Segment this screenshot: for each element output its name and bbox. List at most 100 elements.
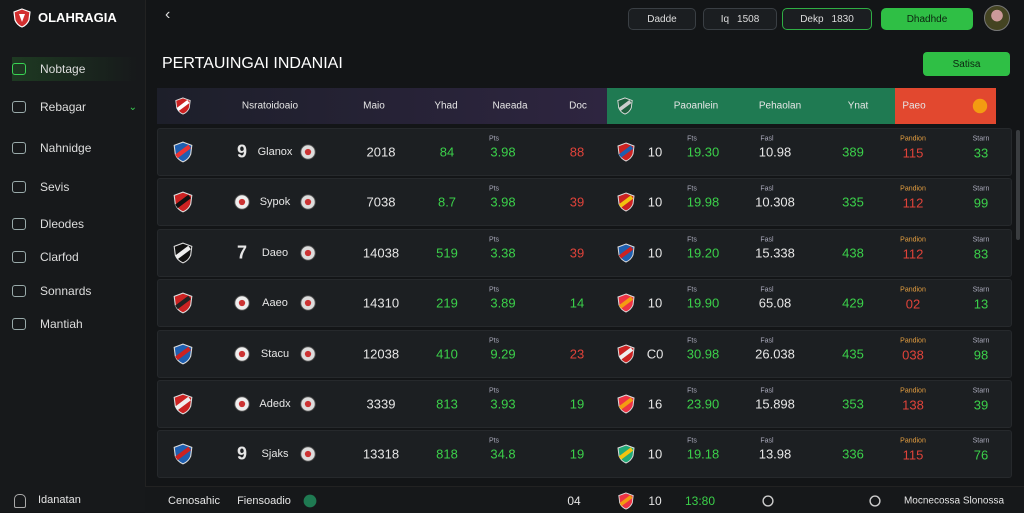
table-row[interactable] <box>157 228 1012 277</box>
cell-j-label: Starn <box>972 185 990 193</box>
footer-bar <box>145 486 1024 513</box>
cell-h: 335 <box>842 194 864 210</box>
top-button[interactable]: Dadde <box>628 8 696 30</box>
cell-e: 10 <box>647 144 663 160</box>
team-crest <box>173 141 193 163</box>
cell-d: 39 <box>569 194 585 210</box>
nav-item[interactable]: Rebagar ⌄ <box>12 95 137 119</box>
opponent-crest <box>617 293 635 313</box>
nav-item[interactable]: Sonnards <box>12 279 137 303</box>
cell-i: 112 <box>902 246 924 262</box>
nav-item[interactable]: Mantiah <box>12 312 137 336</box>
team-crest <box>173 292 193 314</box>
nav-item[interactable]: Nobtage <box>12 57 137 81</box>
team-name: Glanox <box>257 146 293 158</box>
cell-g: 15.898 <box>755 396 795 412</box>
cell-c: 9.29 <box>490 346 516 362</box>
cell-h: 336 <box>842 446 864 462</box>
cell-j-label: Starn <box>972 286 990 294</box>
top-button[interactable]: Dekp 1830 <box>782 8 872 30</box>
column-header: Nsratoidoaio <box>241 100 299 112</box>
column-header: Naeada <box>492 100 528 112</box>
cell-j: 99 <box>973 195 989 211</box>
column-header: Paeo <box>902 100 926 112</box>
cell-d: 14 <box>569 295 585 311</box>
nav-icon <box>12 285 26 297</box>
nav-item[interactable]: Dleodes <box>12 212 137 236</box>
nav-icon <box>12 181 26 193</box>
action-button[interactable]: Satisa <box>923 52 1010 76</box>
cell-a: 13318 <box>362 446 400 462</box>
cell-d: 19 <box>569 396 585 412</box>
footer-num: 10 <box>648 494 662 508</box>
cell-c-label: Pts <box>488 337 500 345</box>
scrollbar[interactable] <box>1016 130 1020 240</box>
column-header: Yhad <box>434 100 458 112</box>
cell-g-label: Fasl <box>760 185 774 193</box>
cell-d: 39 <box>569 245 585 261</box>
back-button[interactable]: ‹ <box>165 6 171 23</box>
opponent-crest <box>617 243 635 263</box>
cell-a: 7038 <box>366 194 396 210</box>
team-name: Aaeo <box>262 297 288 310</box>
cell-e: C0 <box>646 346 664 362</box>
top-button[interactable]: Iq 1508 <box>703 8 777 30</box>
cell-j-label: Starn <box>972 437 990 445</box>
nav-item[interactable]: Sevis <box>12 175 137 199</box>
table-row[interactable] <box>157 128 1012 176</box>
nav-label: Nahnidge <box>40 141 92 155</box>
cell-d: 88 <box>569 144 585 160</box>
table-row[interactable] <box>157 329 1012 378</box>
nav-footer-icon <box>14 494 26 508</box>
cell-i: 115 <box>902 145 924 161</box>
nav-label: Dleodes <box>40 217 85 231</box>
cell-a: 2018 <box>366 144 396 160</box>
cell-c: 34.8 <box>490 446 516 462</box>
team-name: Daeo <box>261 246 289 259</box>
table-row[interactable] <box>157 178 1012 227</box>
avatar[interactable] <box>984 5 1010 31</box>
cell-g-label: Fasl <box>760 135 774 143</box>
cell-e: 10 <box>647 295 663 311</box>
cell-j-label: Starn <box>972 387 990 395</box>
nav-label: Mantiah <box>40 317 83 331</box>
nav-icon <box>12 142 26 154</box>
cell-f-label: Fts <box>687 135 697 143</box>
nav-icon <box>12 218 26 230</box>
cell-i: 038 <box>902 347 924 363</box>
nav-label: Nobtage <box>40 62 86 76</box>
nav-icon <box>12 318 26 330</box>
cell-e: 10 <box>647 245 663 261</box>
opponent-badge <box>300 194 316 211</box>
cell-j-label: Starn <box>972 337 990 345</box>
cell-g-label: Fasl <box>760 337 774 345</box>
cell-g-label: Fasl <box>760 387 774 395</box>
footer-badge <box>303 494 317 508</box>
cell-c-label: Pts <box>488 135 500 143</box>
cell-b: 818 <box>436 446 458 462</box>
table-row[interactable] <box>157 279 1012 328</box>
nav-item[interactable]: Nahnidge <box>12 136 137 160</box>
table-row[interactable] <box>157 380 1012 428</box>
top-button[interactable]: Dhadhde <box>881 8 973 30</box>
top-button-label: Dhadhde <box>906 13 948 25</box>
header-mid <box>607 88 895 124</box>
cell-f: 19.20 <box>686 245 720 261</box>
cell-f-label: Fts <box>687 437 697 445</box>
cell-c-label: Pts <box>488 236 500 244</box>
cell-j: 98 <box>973 347 989 363</box>
footer-control <box>762 495 774 507</box>
cell-f-label: Fts <box>687 286 697 294</box>
team-crest <box>173 393 193 415</box>
team-crest <box>173 191 193 213</box>
cell-g: 65.08 <box>758 295 792 311</box>
cell-g: 13.98 <box>758 446 792 462</box>
nav-item[interactable]: Clarfod <box>12 245 137 269</box>
cell-e: 10 <box>647 446 663 462</box>
table-row[interactable] <box>157 430 1012 479</box>
header-crest <box>175 97 191 115</box>
nav-label: Rebagar <box>40 100 87 114</box>
brand-logo <box>13 8 31 28</box>
cell-b: 813 <box>436 396 458 412</box>
cell-h: 435 <box>842 346 864 362</box>
